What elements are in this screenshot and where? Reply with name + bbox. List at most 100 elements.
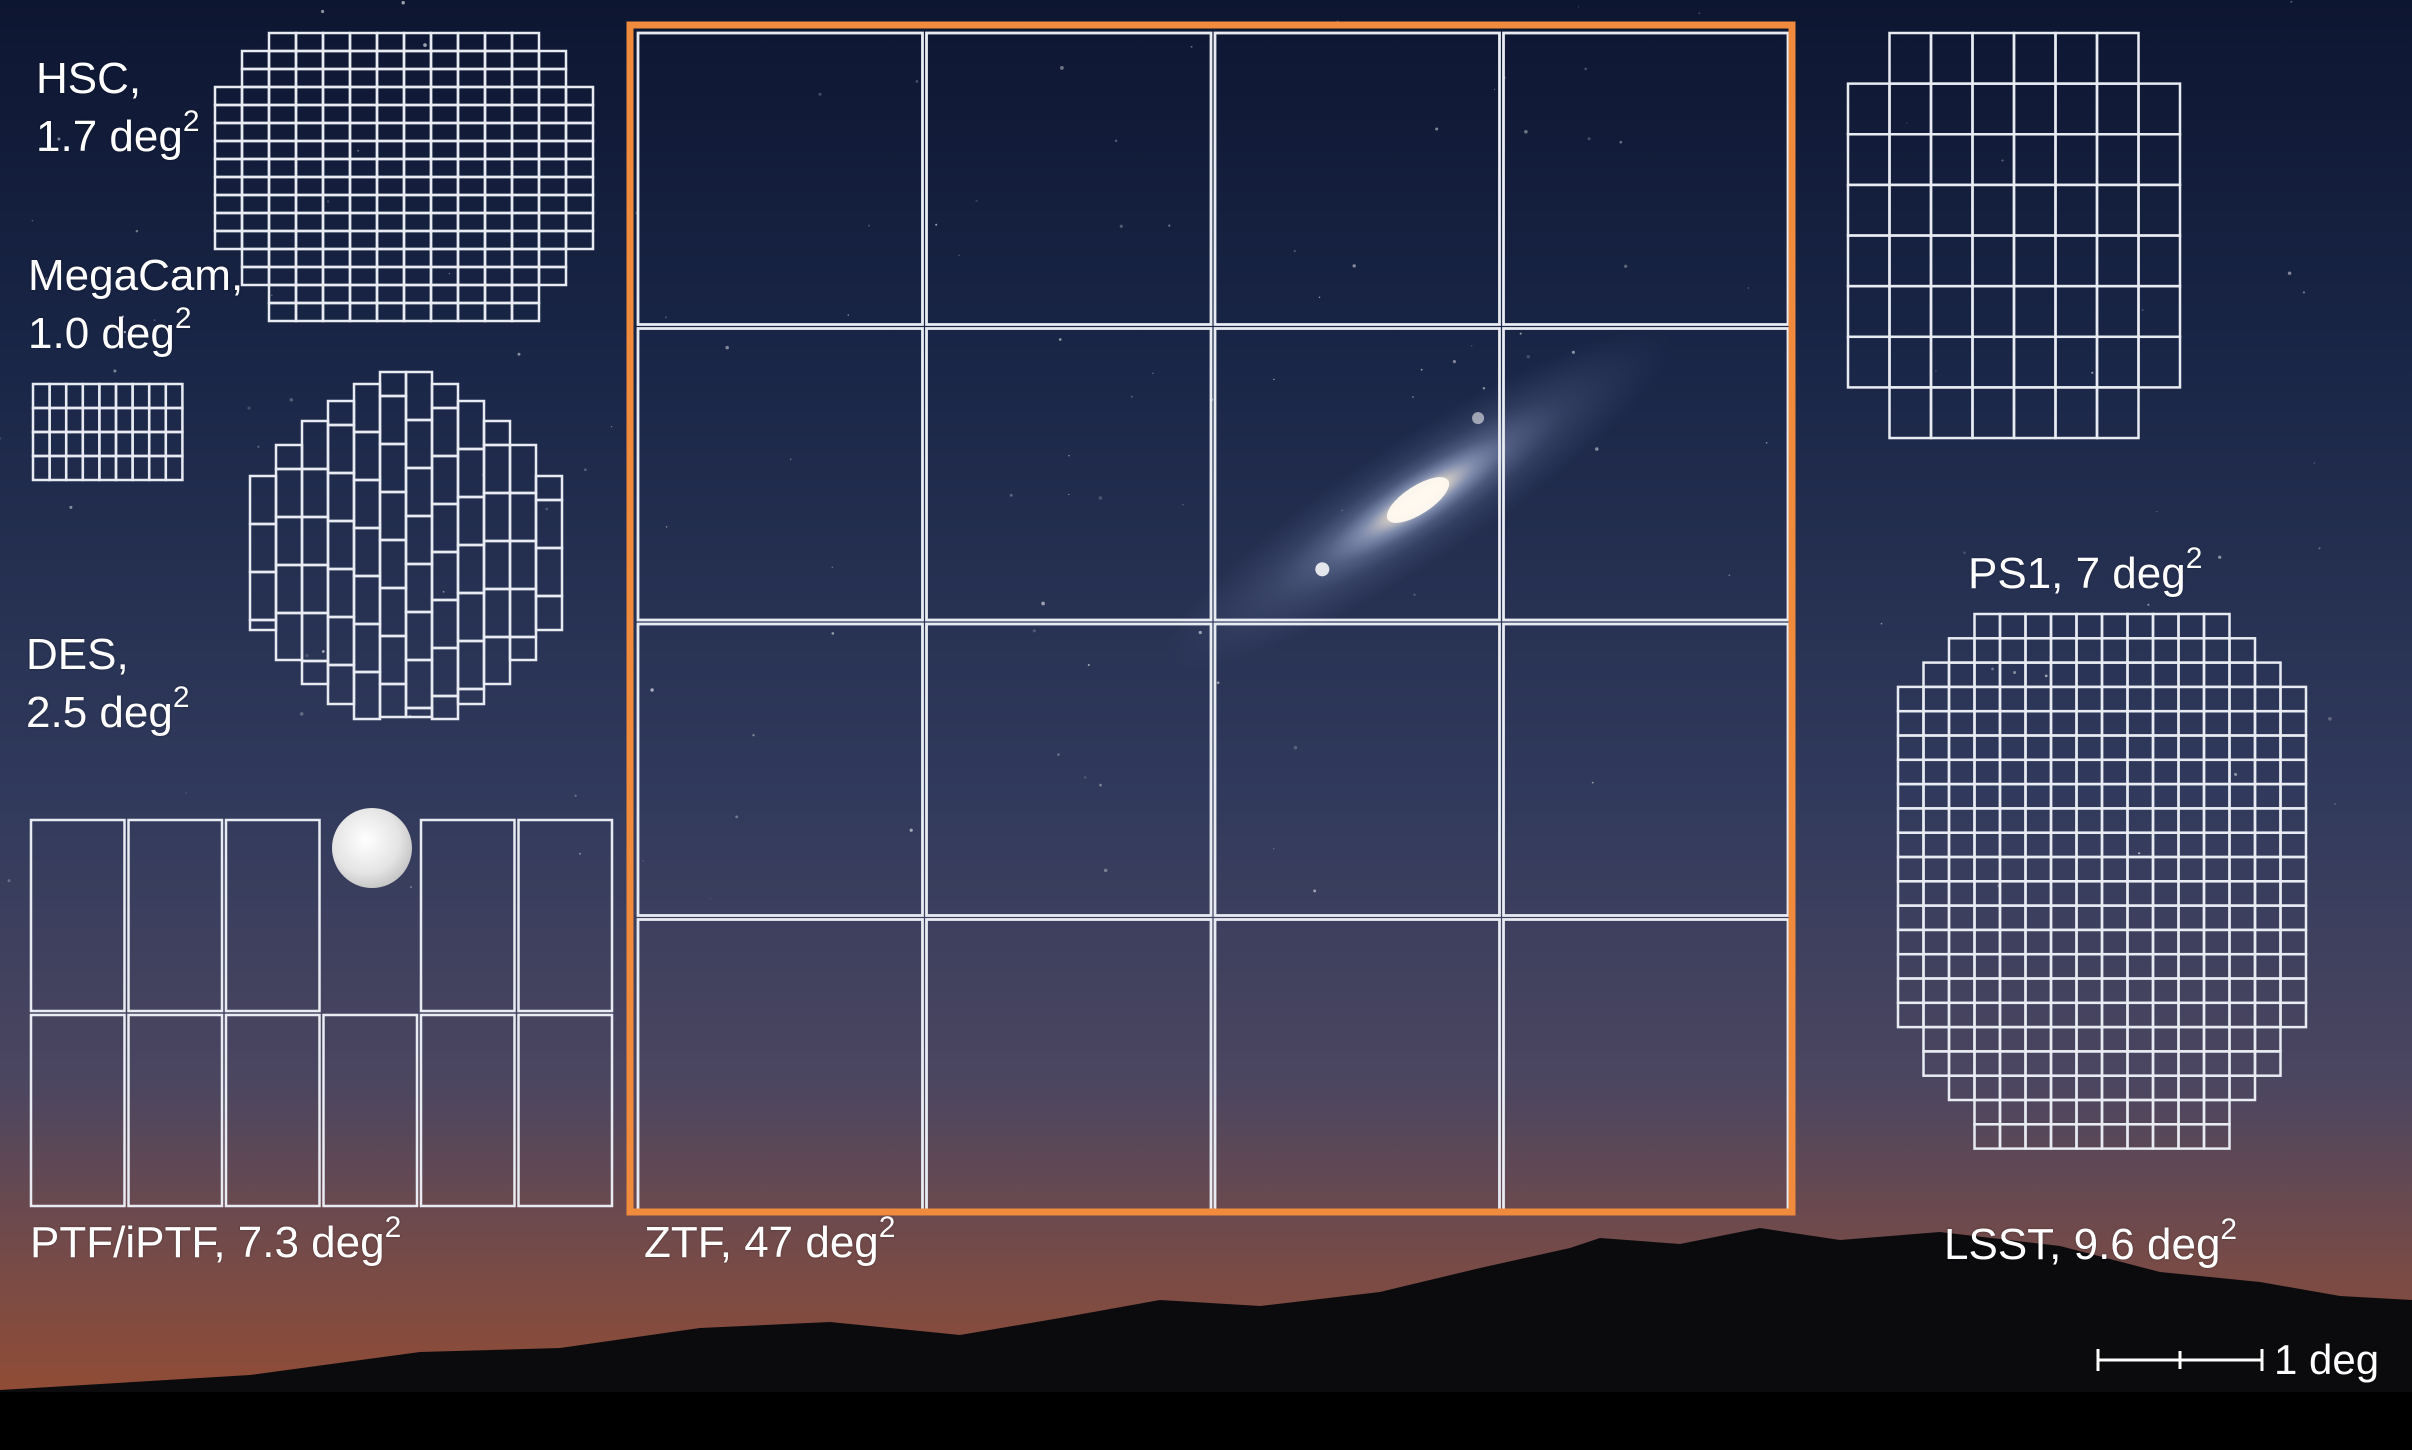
star — [1412, 396, 1414, 398]
star — [665, 526, 668, 528]
star — [610, 425, 613, 428]
star — [1584, 67, 1587, 71]
megacam-area: 1.0 deg — [28, 309, 175, 358]
star — [2318, 547, 2321, 550]
star — [1435, 127, 1439, 131]
star — [1624, 264, 1628, 268]
star — [2302, 291, 2306, 294]
ps1-ccd — [2095, 386, 2140, 440]
ptf-ccd — [127, 1013, 224, 1208]
camera-footprints — [29, 21, 2308, 1216]
star — [196, 128, 198, 131]
star — [321, 9, 325, 14]
star — [1519, 332, 1522, 335]
star — [321, 650, 325, 653]
star — [326, 200, 330, 203]
star — [357, 149, 360, 152]
star — [7, 879, 11, 883]
ztf-ccd — [1502, 622, 1790, 917]
star — [0, 437, 2, 440]
star — [1087, 663, 1090, 667]
star — [185, 792, 187, 794]
star — [2141, 309, 2144, 311]
star — [1765, 442, 1768, 444]
star — [401, 1, 405, 5]
star — [1293, 250, 1296, 253]
ztf-footprint — [626, 21, 1796, 1216]
ptf-ccd — [517, 1013, 614, 1208]
star — [1041, 601, 1045, 606]
star — [1273, 378, 1275, 381]
ps1-ccd — [2137, 335, 2182, 389]
galaxy-image — [1164, 328, 1672, 672]
star — [1452, 360, 1456, 364]
moon-image — [332, 808, 412, 888]
star — [423, 43, 427, 47]
star — [2013, 671, 2017, 674]
star — [2287, 271, 2292, 275]
star — [975, 199, 978, 203]
star — [2091, 371, 2094, 374]
lsst-label: LSST, 9.6 deg2 — [1944, 1215, 2237, 1274]
star — [2147, 603, 2150, 606]
lsst-footprint — [1896, 612, 2308, 1150]
ptf-ccd — [29, 1013, 126, 1208]
star — [847, 314, 849, 316]
des-name: DES, — [26, 630, 129, 679]
hsc-name: HSC, — [36, 54, 142, 103]
megacam-area-exponent: 2 — [174, 302, 192, 336]
megacam-ccd — [164, 454, 184, 482]
ztf-ccd — [1502, 327, 1790, 622]
star — [725, 345, 729, 350]
hsc-area-exponent: 2 — [182, 105, 200, 139]
star — [2234, 772, 2238, 776]
ps1-name: PS1, 7 deg — [1968, 549, 2186, 598]
star — [1963, 551, 1966, 555]
star — [831, 566, 834, 569]
ztf-ccd — [925, 622, 1213, 917]
ptf-ccd — [127, 818, 224, 1013]
star — [1216, 681, 1220, 685]
megacam-name: MegaCam, — [28, 251, 244, 300]
star — [545, 507, 549, 511]
star — [247, 406, 251, 410]
ptf-ccd — [322, 1013, 419, 1208]
star — [45, 277, 48, 281]
des-footprint — [248, 370, 564, 721]
star — [1526, 355, 1530, 359]
ptf-ccd — [224, 1013, 321, 1208]
star — [1420, 368, 1423, 371]
ptf-ccd — [517, 818, 614, 1013]
star — [1272, 848, 1275, 850]
star — [2044, 674, 2048, 678]
star — [1032, 629, 1036, 633]
star — [299, 712, 304, 716]
star — [135, 229, 139, 233]
ps1-label: PS1, 7 deg2 — [1968, 544, 2202, 603]
ps1-footprint — [1846, 31, 2182, 440]
scale-bar-text: 1 deg — [2274, 1336, 2380, 1383]
ztf-label: ZTF, 47 deg2 — [644, 1213, 895, 1272]
star — [818, 92, 822, 96]
star — [409, 885, 413, 889]
star — [2218, 555, 2222, 559]
ztf-ccd — [925, 327, 1213, 622]
star — [735, 815, 739, 819]
star — [650, 688, 654, 692]
star — [1577, 6, 1580, 8]
des-area: 2.5 deg — [26, 688, 173, 737]
star — [1293, 746, 1298, 750]
hsc-label: HSC, 1.7 deg2 — [36, 50, 200, 166]
star — [289, 397, 294, 402]
star — [752, 734, 755, 737]
star — [584, 468, 587, 472]
star — [790, 458, 792, 460]
star — [935, 223, 938, 226]
ptf-ccd — [419, 1013, 516, 1208]
ztf-ccd — [636, 327, 924, 622]
star — [1068, 493, 1070, 496]
star — [1130, 395, 1133, 398]
star — [257, 445, 260, 448]
